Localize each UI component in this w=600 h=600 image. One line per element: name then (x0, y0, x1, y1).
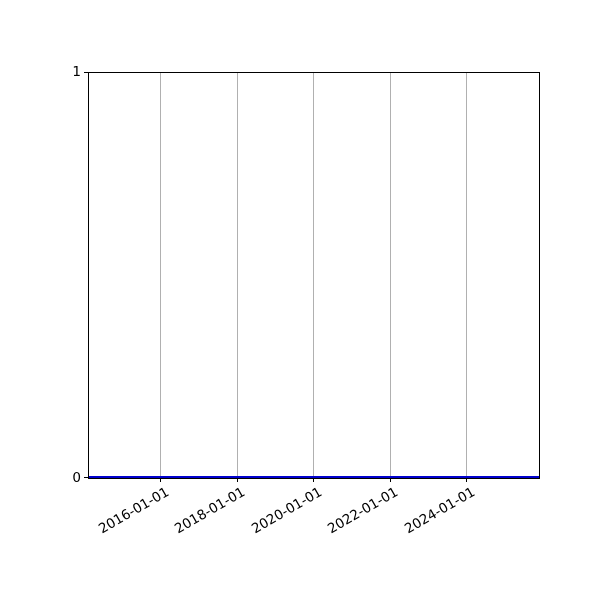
x-axis-tick-mark (466, 478, 468, 482)
x-axis-tick-label: 2018-01-01 (172, 484, 249, 538)
y-axis-tick-mark-0 (84, 477, 88, 478)
vertical-gridline (389, 73, 391, 478)
x-axis-tick-label: 2022-01-01 (325, 484, 402, 538)
x-axis-tick-mark (236, 478, 238, 482)
x-axis-tick-label: 2020-01-01 (248, 484, 325, 538)
vertical-gridline (160, 73, 161, 478)
x-axis-tick-label: 2024-01-01 (401, 484, 478, 538)
x-axis-tick-mark (160, 478, 161, 482)
y-axis-tick-mark-1 (84, 72, 88, 73)
x-axis-tick-mark (313, 478, 315, 482)
x-axis-tick-mark (389, 478, 391, 482)
y-axis-tick-label-0: 0 (72, 470, 81, 486)
vertical-gridline (236, 73, 238, 478)
x-axis-tick-label: 2016-01-01 (95, 484, 172, 538)
y-axis-tick-label-1: 1 (72, 64, 81, 80)
plot-area: 2016-01-01 2018-01-01 2020-01-01 2022-01-01… (84, 72, 540, 537)
vertical-gridline (466, 73, 468, 478)
vertical-gridline (313, 73, 315, 478)
data-series-line (89, 476, 539, 478)
